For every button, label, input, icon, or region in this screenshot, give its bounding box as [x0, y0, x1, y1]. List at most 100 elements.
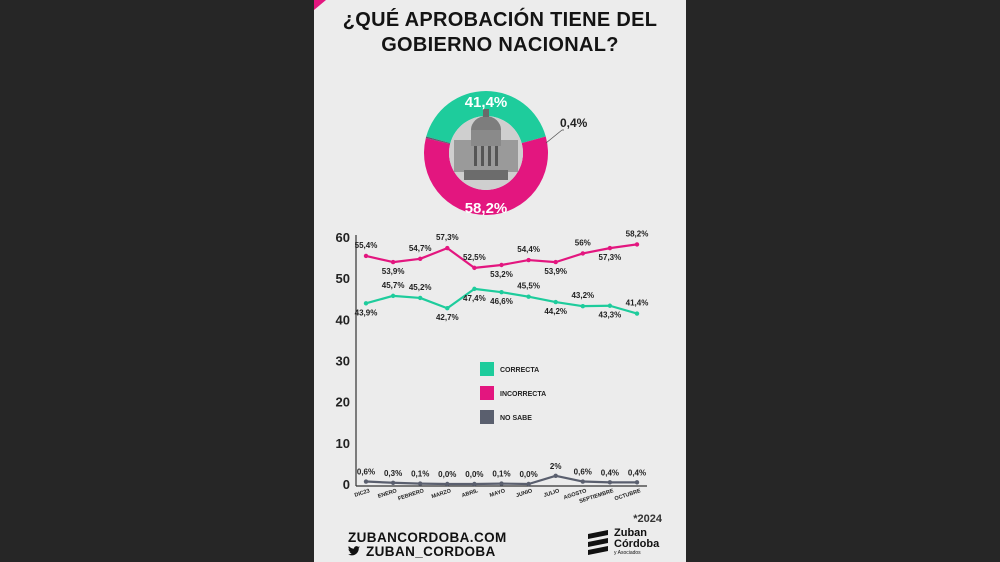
x-tick-label: MARZO [431, 488, 453, 500]
data-point [634, 311, 640, 316]
data-point [472, 265, 477, 271]
series-no-sabe: 0,6% 0,3% 0,1% 0,0% 0,0% 0,1% 0,0% 2% 0,6% 0,4% 0,… [357, 462, 646, 487]
legend-swatch [480, 410, 494, 424]
data-point [580, 303, 585, 309]
corner-accent [314, 0, 326, 10]
data-label: 0,6% [574, 468, 592, 477]
x-tick-label: OCTUBRE [614, 488, 642, 502]
title-line-2: GOBIERNO NACIONAL? [381, 34, 619, 56]
data-point [445, 245, 450, 251]
legend: CORRECTA INCORRECTA NO SABE [480, 362, 546, 424]
data-label: 53,9% [544, 267, 567, 276]
x-tick-label: JULIO [543, 488, 561, 499]
y-tick-label: 50 [336, 271, 350, 286]
data-label: 43,3% [599, 311, 622, 320]
data-point [418, 295, 423, 301]
data-point [607, 303, 613, 308]
data-label: 43,2% [571, 291, 594, 300]
x-tick-label: ABRIL [461, 488, 479, 499]
data-point [553, 473, 558, 478]
data-point [472, 286, 477, 292]
congress-building-photo [449, 109, 523, 190]
y-tick-label: 10 [336, 436, 350, 451]
y-tick-label: 0 [343, 477, 350, 492]
data-point [580, 479, 585, 484]
data-point [553, 299, 558, 305]
legend-label: CORRECTA [500, 367, 539, 374]
pie-slice-incorrecta [424, 136, 548, 215]
data-point [553, 259, 558, 265]
approval-donut-chart: 41,4% 58,2% 0,4% [424, 90, 588, 217]
twitter-row[interactable]: ZUBAN_CORDOBA [348, 544, 496, 559]
data-point [418, 256, 423, 262]
data-label: 53,9% [382, 267, 405, 276]
data-label: 53,2% [490, 270, 513, 279]
data-label: 47,4% [463, 294, 486, 303]
x-tick-label: DIC23 [354, 488, 371, 499]
data-label: 44,2% [544, 307, 567, 316]
twitter-icon [348, 544, 360, 559]
pie-label-no-sabe: 0,4% [560, 116, 588, 130]
twitter-handle: ZUBAN_CORDOBA [366, 544, 496, 559]
data-label: 45,7% [382, 281, 405, 290]
y-tick-label: 40 [336, 312, 350, 327]
x-tick-label: MAYO [489, 488, 507, 499]
x-tick-label: FEBRERO [397, 488, 425, 502]
pie-label-leader-line [545, 129, 563, 144]
data-label: 0,1% [492, 470, 510, 479]
data-label: 0,3% [384, 469, 402, 478]
x-axis: DIC23 ENERO FEBRERO MARZO ABRIL MAYO JUNIO JULI… [354, 488, 642, 505]
brand-line-3: y Asociados [614, 550, 641, 556]
data-point [363, 479, 369, 484]
y-tick-label: 60 [336, 230, 350, 245]
data-point [499, 262, 504, 268]
legend-label: NO SABE [500, 415, 532, 422]
data-point [363, 301, 369, 306]
pie-label-incorrecta: 58,2% [465, 200, 508, 217]
pie-slice-correcta [426, 90, 546, 144]
data-point [580, 251, 585, 256]
website-link[interactable]: ZUBANCORDOBA.COM [348, 530, 507, 545]
data-point [634, 480, 640, 485]
data-point [607, 245, 613, 251]
data-label: 43,9% [355, 308, 378, 317]
year-note: *2024 [633, 513, 663, 525]
data-point [472, 481, 477, 487]
data-point [526, 481, 531, 487]
legend-label: INCORRECTA [500, 391, 546, 398]
data-label: 57,3% [436, 233, 459, 242]
data-label: 46,6% [490, 297, 513, 306]
data-label: 45,5% [517, 282, 540, 291]
brand-line-2: Córdoba [614, 538, 660, 550]
series-layer: 43,9% 45,7% 45,2% 42,7% 47,4% 46,6% 45,5% 44,2%… [355, 229, 649, 487]
data-label: 41,4% [626, 299, 649, 308]
data-label: 0,6% [357, 468, 375, 477]
data-point [526, 257, 531, 263]
data-point [418, 481, 423, 486]
data-label: 52,5% [463, 253, 486, 262]
data-label: 0,4% [628, 468, 646, 477]
approval-line-chart: 0 10 20 30 40 50 60 DIC23 ENERO FEBRERO MARZO ABRI… [336, 229, 663, 525]
data-point [390, 259, 396, 265]
data-point [445, 481, 450, 487]
data-label: 54,7% [409, 244, 432, 253]
page-title: ¿QUÉ APROBACIÓN TIENE DEL GOBIERNO NACIO… [314, 8, 686, 58]
pie-label-correcta: 41,4% [465, 94, 508, 111]
infographic-poster: ¿QUÉ APROBACIÓN TIENE DEL GOBIERNO NACIO… [314, 0, 686, 562]
data-label: 42,7% [436, 313, 459, 322]
y-tick-label: 20 [336, 395, 350, 410]
data-label: 0,0% [438, 470, 456, 479]
data-label: 2% [550, 462, 562, 471]
brand-logo: Zuban Córdoba y Asociados [584, 528, 684, 558]
series-incorrecta: 55,4% 53,9% 54,7% 57,3% 52,5% 53,2% 54,4% 53,9%… [355, 229, 649, 279]
brand-line-1: Zuban [614, 527, 647, 539]
brand-mark-icon [588, 530, 608, 555]
y-tick-label: 30 [336, 354, 350, 369]
x-tick-label: JUNIO [515, 488, 534, 499]
data-label: 56% [575, 238, 591, 247]
data-point [634, 242, 640, 247]
data-label: 45,2% [409, 283, 432, 292]
data-label: 0,1% [411, 470, 429, 479]
pie-slice-no-sabe [425, 136, 451, 145]
data-point [390, 480, 396, 485]
